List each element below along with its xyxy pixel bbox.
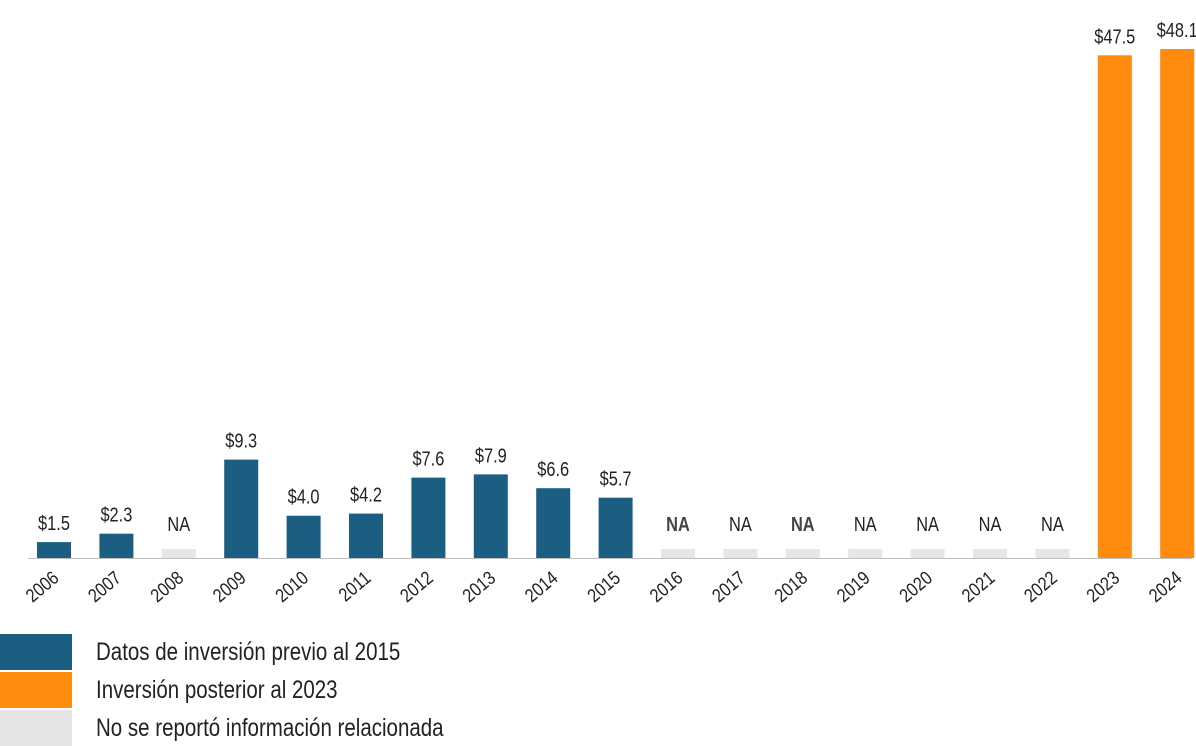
data-label-2014: $6.6	[537, 458, 569, 481]
x-tick-label-2015: 2015	[583, 567, 625, 607]
data-label-2015: $5.7	[600, 467, 632, 490]
data-label-2011: $4.2	[350, 483, 382, 506]
bar-2007	[99, 533, 134, 558]
legend-swatch-post	[0, 672, 72, 708]
bar-chart: $1.5 2006 $2.3 2007 NA 2008 $9.3 2009 $4.0 2010 $4…	[21, 18, 1196, 607]
data-label-2019: NA	[854, 512, 877, 535]
bar-2021	[973, 549, 1007, 558]
x-tick-label-2020: 2020	[895, 567, 937, 607]
x-tick-label-2006: 2006	[21, 567, 63, 607]
x-tick-label-2013: 2013	[458, 567, 500, 607]
x-tick-label-2008: 2008	[146, 567, 188, 607]
data-label-2009: $9.3	[225, 429, 257, 452]
x-tick-label-2019: 2019	[833, 567, 874, 607]
x-tick-label-2021: 2021	[957, 567, 998, 607]
data-label-2017: NA	[729, 512, 752, 535]
bar-2012	[411, 477, 446, 558]
x-tick-label-2009: 2009	[209, 567, 250, 607]
x-tick-label-2011: 2011	[334, 567, 374, 606]
bar-2022	[1035, 549, 1070, 558]
bar-2018	[785, 549, 820, 558]
x-tick-label-2010: 2010	[271, 567, 313, 607]
bar-2023	[1097, 55, 1132, 559]
bar-2014	[536, 488, 571, 558]
data-label-2010: $4.0	[288, 485, 320, 508]
x-tick-label-2018: 2018	[770, 567, 812, 607]
bar-2010	[286, 515, 321, 558]
bar-2016	[661, 549, 695, 558]
bar-2017	[723, 549, 758, 558]
bar-2015	[598, 497, 633, 558]
legend-label-na: No se reportó información relacionada	[96, 714, 444, 742]
bar-2009	[224, 459, 259, 558]
x-tick-label-2017: 2017	[708, 567, 749, 607]
data-label-2007: $2.3	[100, 503, 132, 526]
x-tick-label-2014: 2014	[521, 567, 563, 607]
data-label-2024: $48.1	[1157, 18, 1196, 41]
data-label-2021: NA	[979, 512, 1002, 535]
x-tick-label-2022: 2022	[1020, 567, 1061, 607]
data-label-2006: $1.5	[38, 512, 70, 535]
legend-swatch-pre	[0, 634, 72, 670]
x-tick-label-2012: 2012	[396, 567, 437, 607]
data-label-2020: NA	[916, 512, 939, 535]
data-label-2012: $7.6	[412, 447, 444, 470]
legend-item-post: Inversión posterior al 2023	[0, 672, 700, 708]
data-label-2008: NA	[167, 512, 190, 535]
x-tick-label-2023: 2023	[1082, 567, 1124, 607]
legend-swatch-na	[0, 710, 72, 746]
legend-label-post: Inversión posterior al 2023	[96, 676, 338, 704]
bar-2020	[910, 549, 945, 558]
legend-item-pre: Datos de inversión previo al 2015	[0, 634, 700, 670]
bar-2011	[349, 513, 383, 558]
bar-2013	[473, 474, 508, 558]
bar-2006	[37, 542, 71, 558]
legend-label-pre: Datos de inversión previo al 2015	[96, 638, 401, 666]
data-label-2013: $7.9	[475, 444, 507, 467]
legend-item-na: No se reportó información relacionada	[0, 710, 700, 746]
bar-2008	[161, 549, 196, 558]
x-tick-label-2024: 2024	[1145, 567, 1187, 607]
bar-2019	[848, 549, 883, 558]
data-label-2016: NA	[666, 512, 690, 535]
data-label-2022: NA	[1041, 512, 1064, 535]
x-tick-label-2016: 2016	[645, 567, 687, 607]
bar-2024	[1160, 49, 1195, 558]
data-label-2018: NA	[791, 512, 815, 535]
x-tick-label-2007: 2007	[84, 567, 125, 607]
data-label-2023: $47.5	[1094, 25, 1135, 48]
